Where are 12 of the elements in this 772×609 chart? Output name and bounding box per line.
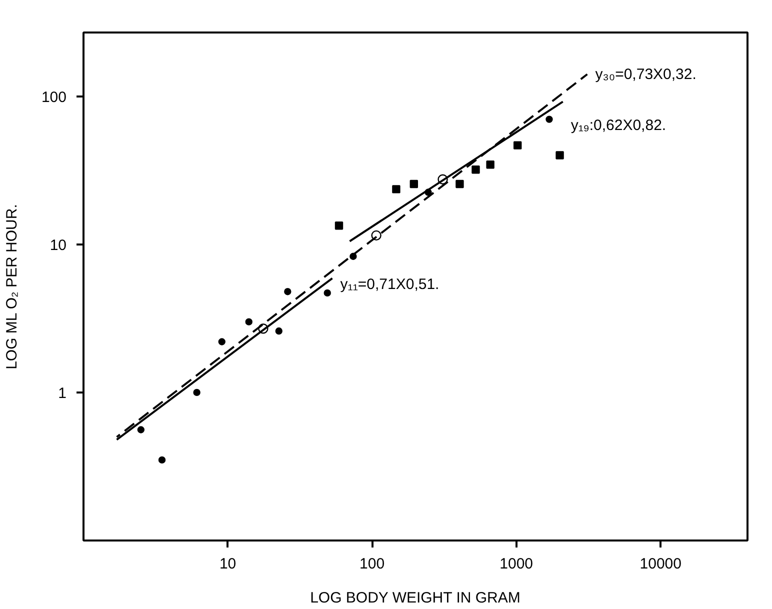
x-tick-label: 10 xyxy=(219,556,236,572)
x-tick-label: 1000 xyxy=(500,556,534,572)
y-tick-label: 100 xyxy=(41,88,67,106)
x-axis-title: LOG BODY WEIGHT IN GRAM xyxy=(310,590,520,606)
series-label: y₁₁=0,71X0,51. xyxy=(340,276,440,293)
y-tick-label: 1 xyxy=(58,384,66,402)
x-tick-label: 10000 xyxy=(640,556,682,572)
x-tick-label: 100 xyxy=(360,556,385,572)
series-label: y₁₉:0,62X0,82. xyxy=(570,117,666,134)
series-label: y₃₀=0,73X0,32. xyxy=(595,66,696,83)
y-tick-label: 10 xyxy=(50,236,67,254)
y-axis-title: LOG ML O₂ PER HOUR. xyxy=(3,204,20,370)
